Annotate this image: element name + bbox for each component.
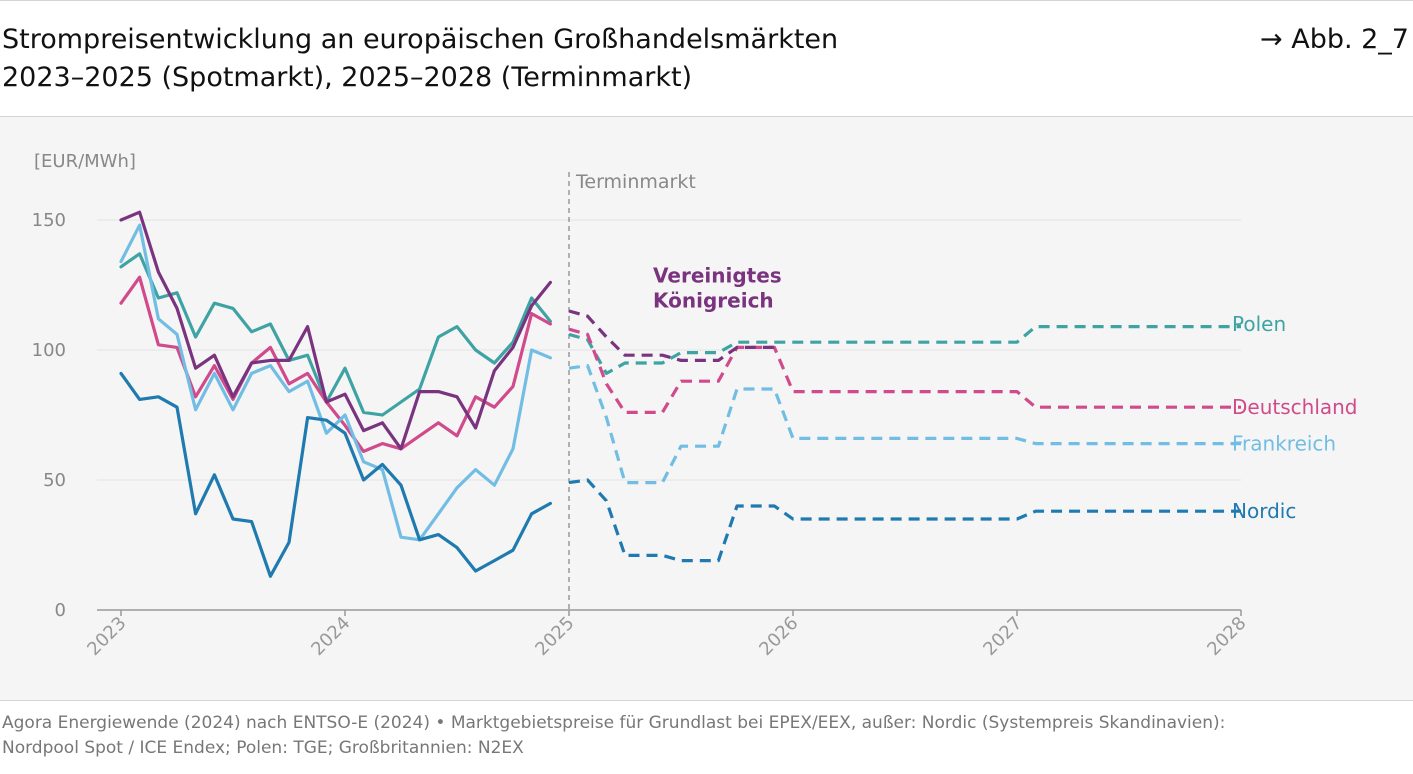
series-deutschland-spot: [119, 275, 552, 453]
series-polen-spot: [119, 252, 552, 417]
x-tick-label: 2024: [307, 613, 354, 660]
source-note: Agora Energiewende (2024) nach ENTSO-E (…: [2, 711, 1402, 761]
series-vereinigtes-k-nigreich-spot: [119, 210, 552, 451]
series-nordic-spot: [119, 371, 552, 578]
chart-title-line2: 2023–2025 (Spotmarkt), 2025–2028 (Termin…: [2, 62, 693, 93]
terminmarkt-annotation: Terminmarkt: [575, 171, 696, 193]
series-label-polen: Polen: [1232, 312, 1286, 336]
series-frankreich-spot: [119, 223, 552, 542]
series-deutschland-forward: [568, 327, 1241, 414]
y-tick-label: 100: [32, 340, 66, 361]
chart-area: [EUR/MWh] 0 50 100 150 2023 2024 2025 2026 2027 20…: [0, 117, 1413, 700]
series-label-vereinigtes-k-nigreich-line2: Königreich: [653, 288, 774, 312]
grid-layer: [97, 219, 1241, 481]
chart-title-line1: Strompreisentwicklung an europäischen Gr…: [2, 24, 839, 55]
label-layer: Terminmarkt Polen Deutschland Frankreich Nor…: [575, 171, 1358, 523]
y-tick-label: 150: [32, 210, 66, 231]
figure-reference: → Abb. 2_7: [1260, 24, 1409, 55]
source-line2: Nordpool Spot / ICE Endex; Polen: TGE; G…: [2, 738, 524, 758]
series-layer: [119, 210, 1241, 578]
series-label-nordic: Nordic: [1232, 499, 1296, 523]
source-line1: Agora Energiewende (2024) nach ENTSO-E (…: [2, 713, 1226, 733]
series-label-frankreich: Frankreich: [1232, 432, 1336, 456]
series-nordic-forward: [568, 478, 1241, 563]
y-tick-label: 0: [55, 600, 66, 621]
x-tick-label: 2027: [979, 613, 1026, 660]
chart-header: Strompreisentwicklung an europäischen Gr…: [0, 0, 1413, 117]
series-label-vereinigtes-k-nigreich-line1: Vereinigtes: [653, 263, 782, 287]
y-axis-label: [EUR/MWh]: [34, 151, 136, 172]
x-tick-label: 2026: [755, 613, 802, 660]
axis-layer: [EUR/MWh] 0 50 100 150 2023 2024 2025 2026 2027 20…: [32, 151, 1251, 660]
chart-footer: Agora Energiewende (2024) nach ENTSO-E (…: [0, 700, 1413, 774]
chart-title: Strompreisentwicklung an europäischen Gr…: [2, 21, 838, 97]
x-tick-label: 2028: [1203, 613, 1250, 660]
y-tick-label: 50: [43, 470, 66, 491]
x-tick-label: 2025: [531, 613, 578, 660]
series-frankreich-forward: [568, 364, 1241, 485]
x-tick-label: 2023: [83, 613, 130, 660]
line-chart: [EUR/MWh] 0 50 100 150 2023 2024 2025 2026 2027 20…: [32, 151, 1358, 660]
series-polen-forward: [568, 325, 1241, 375]
series-label-deutschland: Deutschland: [1232, 395, 1358, 419]
series-vereinigtes-k-nigreich-forward: [568, 309, 775, 362]
